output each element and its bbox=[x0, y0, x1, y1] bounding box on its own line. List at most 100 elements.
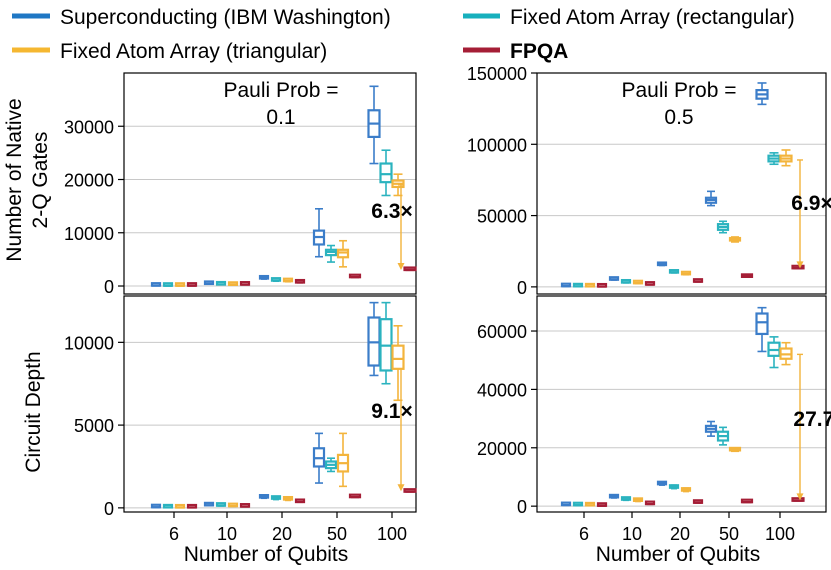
box-tri-20 bbox=[282, 495, 294, 502]
box-tri-6 bbox=[174, 503, 186, 509]
box-rect-20 bbox=[668, 484, 680, 490]
box-rect-6 bbox=[162, 503, 174, 509]
box-rect-6 bbox=[572, 282, 584, 288]
box-fpqa-6 bbox=[596, 282, 608, 288]
box-rect-50 bbox=[716, 220, 730, 234]
box-sc-20 bbox=[258, 494, 270, 500]
legend: Superconducting (IBM Washington) Fixed A… bbox=[12, 6, 795, 63]
box-rect-20 bbox=[668, 269, 680, 274]
y-axis-title-gates-line1: Number of Native bbox=[3, 98, 26, 261]
x-axis-title-left: Number of Qubits bbox=[184, 543, 349, 566]
y-tick-label: 0 bbox=[517, 278, 527, 298]
box-sc-50 bbox=[312, 207, 326, 258]
box-tri-100 bbox=[779, 341, 793, 366]
box-fpqa-6 bbox=[596, 502, 608, 507]
x-tick-label: 6 bbox=[579, 524, 589, 544]
box-fpqa-100 bbox=[403, 488, 417, 493]
box-tri-50 bbox=[728, 236, 742, 243]
ratio-label: 27.7× bbox=[793, 408, 831, 431]
x-tick-label: 6 bbox=[169, 524, 179, 544]
annotation-line1: Pauli Prob = bbox=[224, 79, 339, 102]
box-tri-50 bbox=[336, 432, 350, 488]
box-rect-10 bbox=[620, 278, 632, 284]
annotation-line2: 0.1 bbox=[266, 106, 295, 129]
box-sc-20 bbox=[656, 261, 668, 267]
x-tick-label: 50 bbox=[327, 524, 347, 544]
box-rect-6 bbox=[162, 282, 174, 287]
box-rect-100 bbox=[379, 301, 393, 385]
box-tri-6 bbox=[584, 501, 596, 507]
box-rect-50 bbox=[324, 457, 338, 473]
box-sc-50 bbox=[704, 190, 718, 207]
plot-frame bbox=[536, 72, 827, 295]
box-tri-50 bbox=[728, 446, 742, 453]
x-tick-label: 50 bbox=[719, 524, 739, 544]
box-tri-50 bbox=[336, 239, 350, 268]
y-tick-label: 20000 bbox=[64, 171, 114, 191]
y-tick-label: 0 bbox=[104, 277, 114, 297]
y-tick-label: 60000 bbox=[477, 322, 527, 342]
box-fpqa-100 bbox=[403, 266, 417, 272]
ratio-label: 6.9× bbox=[791, 192, 831, 215]
y-tick-label: 100000 bbox=[467, 135, 527, 155]
x-tick-label: 20 bbox=[670, 524, 690, 544]
box-fpqa-10 bbox=[239, 281, 251, 286]
box-fpqa-10 bbox=[239, 503, 251, 508]
box-sc-10 bbox=[203, 280, 215, 286]
x-axis-title-right: Number of Qubits bbox=[596, 543, 761, 566]
plot-frame bbox=[123, 295, 417, 513]
ratio-arrow-head bbox=[796, 493, 804, 501]
box-sc-50 bbox=[704, 420, 718, 437]
box-tri-100 bbox=[391, 173, 405, 197]
ratio-arrow-head bbox=[397, 484, 405, 492]
y-tick-label: 50000 bbox=[477, 207, 527, 227]
x-tick-label: 20 bbox=[272, 524, 292, 544]
x-tick-label: 10 bbox=[217, 524, 237, 544]
box-rect-10 bbox=[215, 280, 227, 286]
box-fpqa-10 bbox=[644, 281, 656, 286]
annotation-line2: 0.5 bbox=[664, 106, 693, 129]
y-tick-label: 20000 bbox=[477, 439, 527, 459]
box-tri-20 bbox=[282, 277, 294, 283]
box-rect-10 bbox=[620, 496, 632, 502]
box-fpqa-20 bbox=[692, 278, 704, 283]
y-tick-label: 0 bbox=[517, 497, 527, 517]
box-tri-10 bbox=[632, 279, 644, 285]
y-tick-label: 40000 bbox=[477, 380, 527, 400]
box-rect-100 bbox=[767, 336, 781, 369]
box-fpqa-20 bbox=[294, 498, 306, 504]
box-tri-20 bbox=[680, 270, 692, 276]
box-sc-20 bbox=[258, 274, 270, 280]
y-tick-label: 5000 bbox=[74, 416, 114, 436]
y-tick-label: 30000 bbox=[64, 117, 114, 137]
panel-gates-0.1: 0 10000 20000 30000 6.3× Pauli Prob = 0.1 bbox=[64, 72, 417, 297]
box-sc-20 bbox=[656, 480, 668, 486]
legend-label-triangular: Fixed Atom Array (triangular) bbox=[60, 40, 327, 63]
box-tri-10 bbox=[632, 497, 644, 503]
y-tick-label: 10000 bbox=[64, 224, 114, 244]
box-fpqa-10 bbox=[644, 500, 656, 506]
legend-label-rectangular: Fixed Atom Array (rectangular) bbox=[510, 6, 795, 29]
box-sc-6 bbox=[560, 282, 572, 288]
box-fpqa-20 bbox=[692, 499, 704, 504]
box-rect-100 bbox=[379, 149, 393, 197]
annotation-line1: Pauli Prob = bbox=[622, 79, 737, 102]
box-sc-6 bbox=[150, 503, 162, 509]
y-tick-label: 150000 bbox=[467, 64, 527, 84]
box-rect-50 bbox=[324, 244, 338, 263]
box-rect-100 bbox=[767, 152, 781, 166]
box-sc-50 bbox=[312, 432, 326, 484]
ratio-label: 6.3× bbox=[371, 200, 412, 223]
box-sc-6 bbox=[150, 282, 162, 287]
box-tri-6 bbox=[584, 282, 596, 288]
plot-frame bbox=[123, 72, 417, 295]
box-fpqa-100 bbox=[791, 497, 805, 502]
box-tri-6 bbox=[174, 282, 186, 287]
box-sc-10 bbox=[608, 276, 620, 281]
x-tick-label: 10 bbox=[622, 524, 642, 544]
box-sc-100 bbox=[367, 85, 381, 165]
legend-label-superconducting: Superconducting (IBM Washington) bbox=[60, 6, 391, 29]
y-tick-label: 10000 bbox=[64, 333, 114, 353]
box-rect-20 bbox=[270, 495, 282, 501]
